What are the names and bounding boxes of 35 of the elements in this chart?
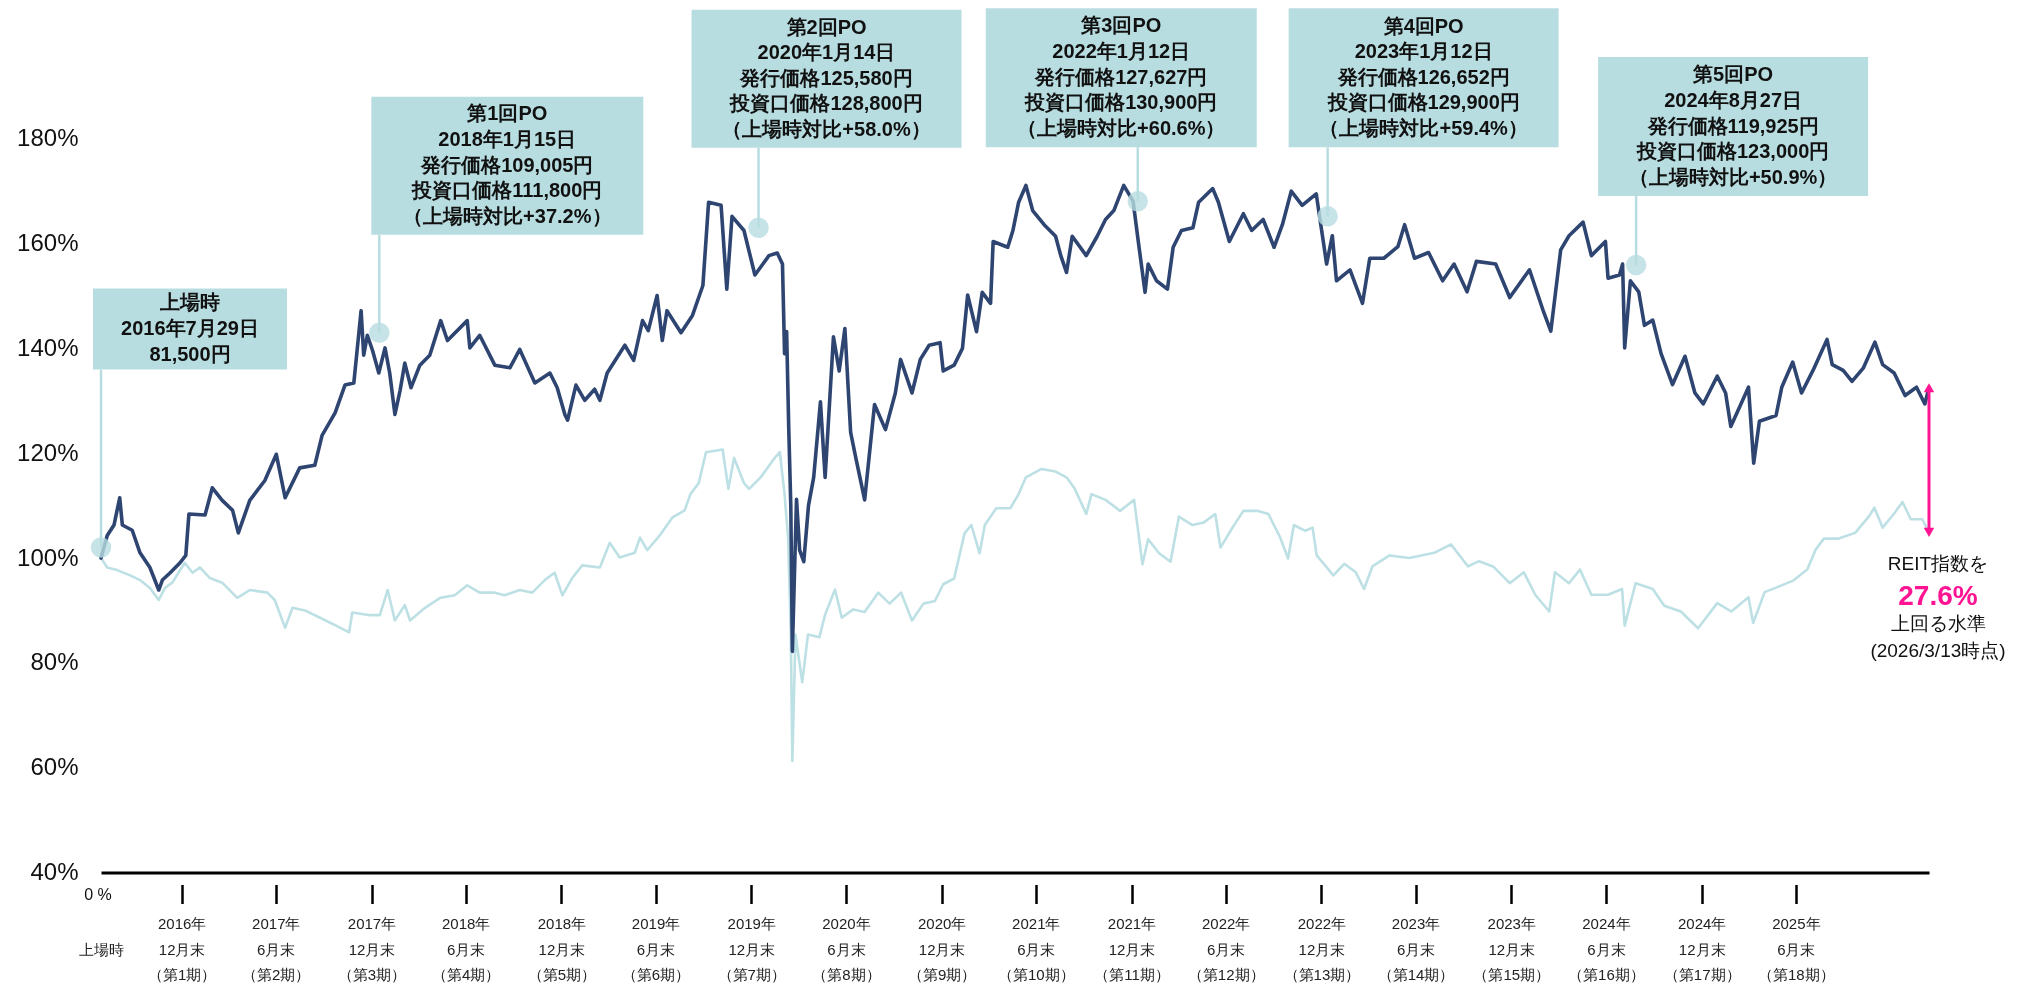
annotation: 第5回PO 2024年8月27日発行価格119,925円投資口価格123,000円（上場時対比+50.9%） [1628,63,1838,188]
y-tick-label: 100% [17,543,79,571]
x-tick-label: 2021年6月末（第10期） [997,915,1075,983]
x-tick-label: 2025年6月末（第18期） [1757,915,1835,983]
annotation: 第2回PO 2020年1月14日発行価格125,580円投資口価格128,800円（上場時対比+58.0%） [722,15,931,141]
y-tick-label: 40% [30,858,79,885]
y-tick-label: 140% [17,333,79,361]
annotation: 第4回PO 2023年1月12日発行価格126,652円投資口価格129,900円（上場時対比+59.4%） [1319,14,1528,140]
x-tick-label: 2018年6月末（第4期） [431,915,501,983]
y-tick-label: 160% [17,229,79,257]
y-tick-label: 120% [17,438,79,466]
annotation: 第1回PO 2018年1月15日発行価格109,005円投資口価格111,800円（上場時対比+37.2%） [403,102,612,227]
x-tick-label: 2020年6月末（第8期） [812,915,881,983]
x-tick-label: 2019年12月末（第7期） [717,915,786,983]
x-tick-label: 2021年12月末（第11期） [1094,915,1170,983]
x-tick-label: 2023年12月末（第15期） [1473,915,1551,983]
y-tick-label: 180% [17,124,79,152]
x-tick-label: 2019年6月末（第6期） [621,915,691,983]
x-tick-label: 2017年12月末（第3期） [337,915,407,983]
annotation: 第3回PO 2022年1月12日発行価格127,627円投資口価格130,900円（上場時対比+60.6%） [1017,14,1226,139]
x-tick-label: 2024年12月末（第17期） [1663,915,1741,983]
text: 0 % [84,885,112,903]
x-tick-label: 2023年6月末（第14期） [1377,915,1455,983]
x-tick-label: 2022年12月末（第13期） [1283,915,1361,983]
x-tick-label: 2017年6月末（第2期） [242,915,311,983]
x-tick-label: 2020年12月末（第9期） [907,915,977,983]
y-tick-label: 80% [30,648,79,676]
x-tick-label: 2024年6月末（第16期） [1568,915,1645,983]
x-tick-label: 2022年6月末（第12期） [1187,915,1265,983]
annotation: 上場時 2016年7月29日 81,500円 [121,291,259,365]
annotation: REIT指数を 27.6% 上回る水準 (2026/3/13時点) [1870,553,2006,662]
x-tick-label: 2018年12月末（第5期） [527,915,597,983]
y-tick-label: 60% [30,753,79,781]
x-tick-label: 2016年12月末（第1期） [147,915,217,983]
x-tick-label: 上場時 [79,940,124,958]
